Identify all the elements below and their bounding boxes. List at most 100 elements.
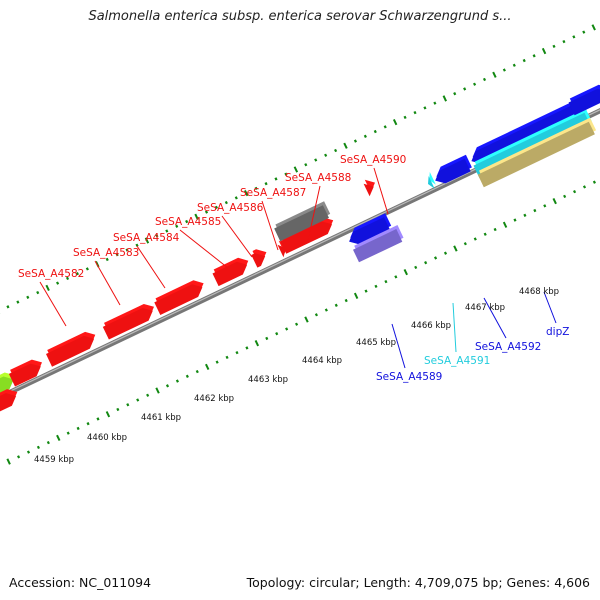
scale-tick [473,237,477,241]
scale-tick [483,232,487,236]
scale-tick [502,68,506,72]
scale-tick [6,305,10,309]
scale-tick [334,303,338,307]
scale-tick [522,58,526,63]
gene-label: SeSA_A4588 [285,172,351,184]
scale-label: 4461 kbp [141,413,181,423]
gene-label: SeSA_A4591 [424,355,490,367]
scale-tick [56,281,60,285]
gene-label-leader [94,260,121,306]
scale-tick [56,434,61,442]
gene-label-leader [261,200,279,251]
gene-label: SeSA_A4590 [340,154,406,166]
gene-label: SeSA_A4583 [73,247,139,259]
scale-tick [17,455,21,459]
scale-tick [314,313,318,317]
scale-tick [66,431,70,435]
scale-tick [235,351,239,355]
scale-tick [394,275,398,279]
scale-tick [423,106,427,110]
scale-tick [293,166,299,173]
scale-tick [552,44,556,48]
scale-tick [96,417,100,421]
gene-label: SeSA_A4582 [18,268,84,280]
scale-tick [165,229,169,233]
scale-tick [214,205,218,209]
scale-label: 4464 kbp [302,356,342,366]
scale-tick [36,445,40,450]
scale-tick [492,71,497,78]
scale-tick [165,384,170,388]
gene-label-leader [39,281,67,327]
scale-tick [463,87,467,91]
scale-tick [36,290,40,295]
scale-tick [175,379,179,383]
scale-tick [414,265,418,270]
scale-tick [413,110,417,115]
scale-tick [572,35,576,39]
accession-text: Accession: NC_011094 [9,575,152,590]
scale-tick [443,251,448,255]
scale-label: 4465 kbp [356,338,396,348]
scale-tick [582,30,586,34]
gene-label: SeSA_A4585 [155,216,221,228]
scale-tick [523,213,527,217]
scale-tick [254,340,260,347]
gene-feature-top [429,172,436,185]
scale-tick [116,407,120,412]
scale-tick [126,403,130,407]
gene-feature [477,121,595,188]
scale-tick [364,289,368,293]
scale-label: 4466 kbp [411,321,451,331]
scale-tick [234,196,238,200]
gene-label-leader [179,229,229,269]
gene-feature [428,176,435,189]
gene-label: SeSA_A4584 [113,232,180,244]
scale-tick [552,197,557,205]
scale-tick [374,284,378,288]
scale-tick [562,39,566,44]
scale-tick [115,253,119,257]
scale-tick [424,261,428,265]
gene-feature [353,229,403,263]
scale-tick [582,185,587,189]
gene-label-leader [391,323,406,369]
scale-tick [185,374,189,378]
scale-tick [304,316,309,323]
scale-tick [513,218,517,222]
gene-label: SeSA_A4587 [240,187,306,199]
gene-label-leader [307,185,321,241]
scale-tick [254,186,258,191]
scale-tick [592,180,596,184]
scale-tick [403,269,408,276]
gene-feature [471,101,586,164]
scale-tick [275,332,279,336]
scale-tick [502,221,508,228]
scale-label: 4468 kbp [519,287,559,297]
scale-tick [155,234,159,238]
scale-tick [573,189,577,194]
scale-tick [334,148,338,153]
scale-tick [363,134,367,138]
scale-tick [453,245,458,252]
scale-tick [403,115,407,120]
scale-tick [373,129,377,134]
topology-text: Topology: circular; Length: 4,709,075 bp… [246,575,590,590]
scale-tick [463,242,467,246]
scale-label: 4462 kbp [194,394,234,404]
scale-tick [146,393,150,397]
scale-label: 4467 kbp [465,303,505,313]
scale-tick [265,336,269,341]
gene-feature [274,205,329,242]
gene-feature [435,158,471,184]
gene-label-leader [221,215,253,258]
scale-tick [434,256,438,260]
scale-tick [26,450,31,454]
scale-label: 4460 kbp [87,433,127,443]
scale-tick [591,24,596,31]
scale-tick [543,204,547,208]
scale-tick [433,101,437,105]
scale-tick [65,276,70,281]
scale-tick [195,369,199,374]
